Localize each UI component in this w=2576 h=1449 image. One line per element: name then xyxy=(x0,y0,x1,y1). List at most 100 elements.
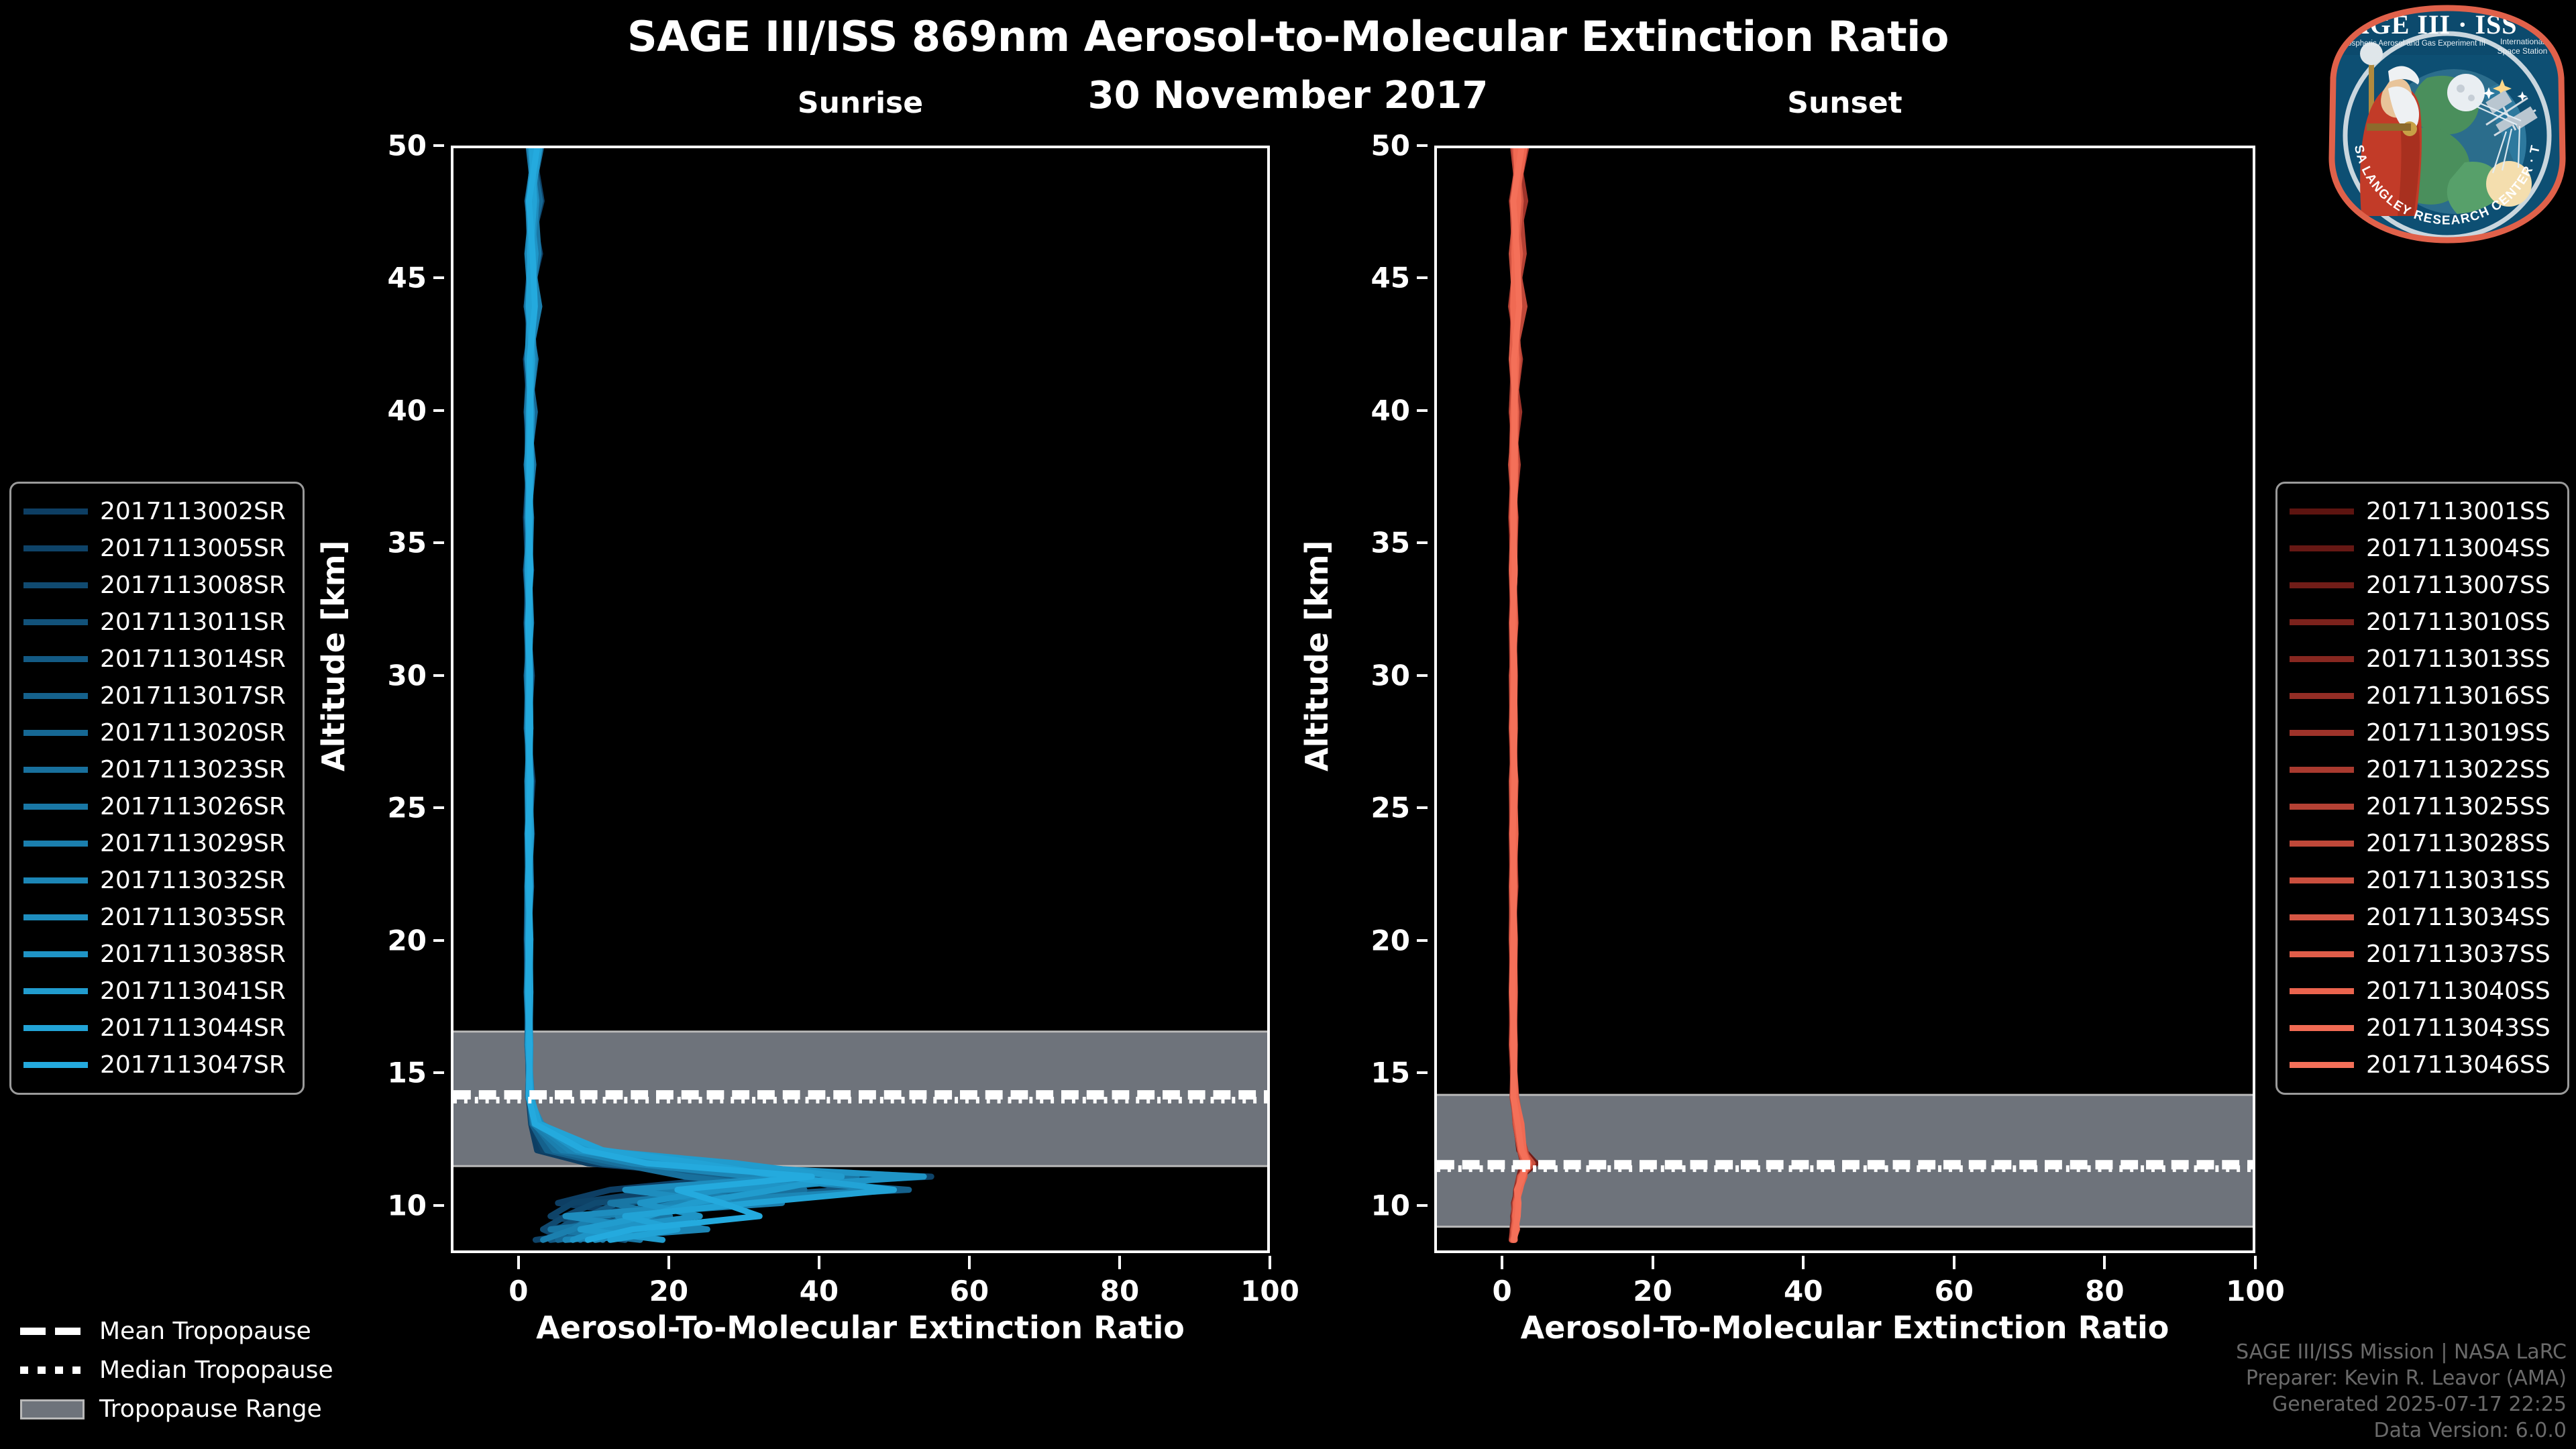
x-tick-label: 60 xyxy=(949,1275,989,1307)
sunset-legend-item[interactable]: 2017113010SS xyxy=(2290,604,2555,641)
legend-item-label: 2017113037SS xyxy=(2366,941,2551,968)
sunrise-legend-item[interactable]: 2017113032SR xyxy=(23,862,290,899)
sunset-legend-item[interactable]: 2017113013SS xyxy=(2290,641,2555,678)
logo-subtitle-right-line2: Space Station xyxy=(2498,46,2548,56)
sunrise-legend-item[interactable]: 2017113026SR xyxy=(23,788,290,825)
sunrise-legend-item[interactable]: 2017113008SR xyxy=(23,567,290,604)
y-tick-mark xyxy=(1417,674,1428,677)
x-tick-mark xyxy=(667,1256,670,1269)
sunset-legend-item[interactable]: 2017113037SS xyxy=(2290,936,2555,973)
legend-item-label: 2017113035SR xyxy=(100,904,286,931)
sunrise-legend-item[interactable]: 2017113005SR xyxy=(23,530,290,567)
tropopause-range-swatch-icon xyxy=(20,1399,85,1419)
legend-color-swatch xyxy=(23,767,88,773)
sunrise-plot xyxy=(451,146,1270,1253)
sunset-legend: 2017113001SS 2017113004SS 2017113007SS 2017… xyxy=(2275,482,2569,1095)
sunrise-panel-title: Sunrise xyxy=(797,86,924,120)
tropopause-key-label: Tropopause Range xyxy=(99,1395,322,1423)
sunset-legend-item[interactable]: 2017113004SS xyxy=(2290,530,2555,567)
x-tick-label: 20 xyxy=(649,1275,689,1307)
sunset-legend-item[interactable]: 2017113019SS xyxy=(2290,714,2555,751)
sunset-x-axis: 0 20 40 60 80 100 xyxy=(1434,1256,2285,1307)
sunset-legend-item[interactable]: 2017113016SS xyxy=(2290,678,2555,714)
y-tick-mark xyxy=(1417,541,1428,545)
y-tick-mark xyxy=(433,806,444,810)
sunrise-legend-item[interactable]: 2017113002SR xyxy=(23,493,290,530)
sunset-legend-item[interactable]: 2017113028SS xyxy=(2290,825,2555,862)
sunset-legend-item[interactable]: 2017113043SS xyxy=(2290,1010,2555,1046)
legend-item-label: 2017113017SR xyxy=(100,682,286,710)
legend-item-label: 2017113002SR xyxy=(100,498,286,525)
sunrise-legend-item[interactable]: 2017113023SR xyxy=(23,751,290,788)
legend-color-swatch xyxy=(23,951,88,957)
sunrise-legend-item[interactable]: 2017113041SR xyxy=(23,973,290,1010)
legend-color-swatch xyxy=(2290,988,2354,994)
sunset-legend-item[interactable]: 2017113001SS xyxy=(2290,493,2555,530)
sunset-x-axis-label: Aerosol-To-Molecular Extinction Ratio xyxy=(1520,1309,2169,1346)
sunset-legend-item[interactable]: 2017113031SS xyxy=(2290,862,2555,899)
y-tick-label: 25 xyxy=(387,791,427,824)
sunset-legend-item[interactable]: 2017113022SS xyxy=(2290,751,2555,788)
sunrise-y-axis-label: Altitude [km] xyxy=(315,540,352,771)
legend-color-swatch xyxy=(23,841,88,847)
y-tick-mark xyxy=(433,541,444,545)
legend-color-swatch xyxy=(2290,767,2354,773)
x-tick-mark xyxy=(1651,1256,1654,1269)
profile-line xyxy=(1513,148,1527,1240)
x-tick-label: 40 xyxy=(799,1275,839,1307)
legend-color-swatch xyxy=(23,877,88,883)
y-tick-label: 45 xyxy=(1371,261,1410,294)
credits-block: SAGE III/ISS Mission | NASA LaRC Preparer… xyxy=(2236,1339,2567,1444)
logo-subtitle-right-line1: International xyxy=(2500,37,2544,46)
x-tick-label: 60 xyxy=(1934,1275,1974,1307)
sunrise-legend-item[interactable]: 2017113014SR xyxy=(23,641,290,678)
y-tick-label: 30 xyxy=(1371,659,1410,692)
y-tick-label: 20 xyxy=(387,924,427,957)
sunrise-legend-item[interactable]: 2017113020SR xyxy=(23,714,290,751)
sunrise-legend-item[interactable]: 2017113011SR xyxy=(23,604,290,641)
legend-color-swatch xyxy=(23,730,88,736)
legend-color-swatch xyxy=(2290,1025,2354,1031)
sunset-legend-item[interactable]: 2017113007SS xyxy=(2290,567,2555,604)
sunset-legend-item[interactable]: 2017113046SS xyxy=(2290,1046,2555,1083)
y-tick-label: 20 xyxy=(1371,924,1410,957)
y-tick-mark xyxy=(433,938,444,942)
y-tick-mark xyxy=(1417,144,1428,147)
dashed-line-icon xyxy=(20,1322,85,1340)
sunset-legend-item[interactable]: 2017113034SS xyxy=(2290,899,2555,936)
legend-item-label: 2017113025SS xyxy=(2366,793,2551,820)
legend-item-label: 2017113016SS xyxy=(2366,682,2551,710)
legend-item-label: 2017113029SR xyxy=(100,830,286,857)
sunrise-legend-item[interactable]: 2017113038SR xyxy=(23,936,290,973)
y-tick-mark xyxy=(1417,938,1428,942)
sunset-legend-item[interactable]: 2017113040SS xyxy=(2290,973,2555,1010)
range-box-icon xyxy=(20,1399,85,1419)
y-tick-label: 35 xyxy=(1371,526,1410,559)
x-tick-mark xyxy=(2103,1256,2106,1269)
sunrise-legend-item[interactable]: 2017113017SR xyxy=(23,678,290,714)
legend-color-swatch xyxy=(23,508,88,515)
sunset-plot xyxy=(1434,146,2255,1253)
y-tick-label: 25 xyxy=(1371,791,1410,824)
legend-item-label: 2017113044SR xyxy=(100,1014,286,1042)
x-tick-mark xyxy=(1952,1256,1955,1269)
sunrise-legend-item[interactable]: 2017113044SR xyxy=(23,1010,290,1046)
y-tick-mark xyxy=(1417,1071,1428,1075)
sunset-legend-item[interactable]: 2017113025SS xyxy=(2290,788,2555,825)
sunrise-legend-item[interactable]: 2017113035SR xyxy=(23,899,290,936)
legend-item-label: 2017113031SS xyxy=(2366,867,2551,894)
sunrise-legend-item[interactable]: 2017113047SR xyxy=(23,1046,290,1083)
x-tick-mark xyxy=(1501,1256,1504,1269)
legend-color-swatch xyxy=(2290,730,2354,736)
legend-item-label: 2017113034SS xyxy=(2366,904,2551,931)
sunrise-x-axis-label: Aerosol-To-Molecular Extinction Ratio xyxy=(536,1309,1185,1346)
x-tick-mark xyxy=(817,1256,820,1269)
tropopause-key-item: Tropopause Range xyxy=(20,1389,436,1428)
y-tick-label: 10 xyxy=(387,1189,427,1222)
legend-color-swatch xyxy=(2290,619,2354,625)
legend-item-label: 2017113041SR xyxy=(100,977,286,1005)
y-tick-mark xyxy=(433,409,444,412)
sunrise-legend-item[interactable]: 2017113029SR xyxy=(23,825,290,862)
legend-item-label: 2017113005SR xyxy=(100,535,286,562)
x-tick-label: 80 xyxy=(1099,1275,1140,1307)
